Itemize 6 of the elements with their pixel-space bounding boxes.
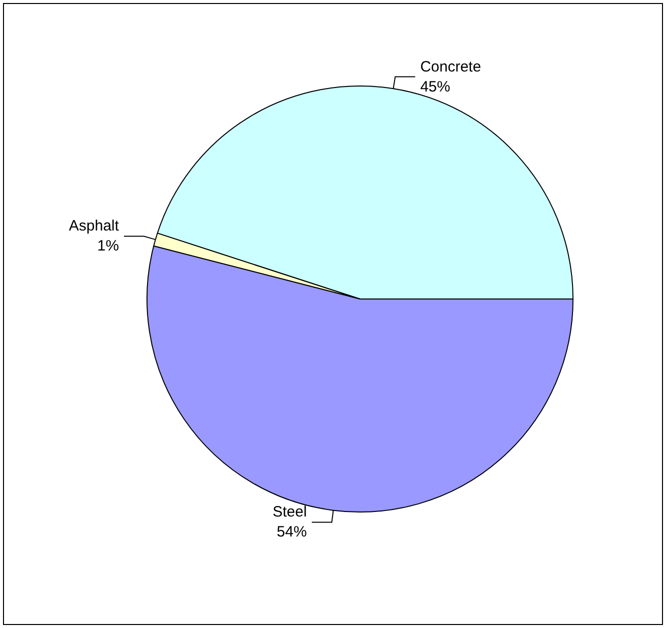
data-label: 1% (97, 238, 119, 255)
slice-label: Steel (272, 504, 307, 521)
slice-label: Concrete (420, 58, 482, 76)
slice-label: Asphalt (68, 218, 120, 235)
data-label: 45% (420, 78, 450, 96)
data-label: 54% (276, 524, 307, 541)
